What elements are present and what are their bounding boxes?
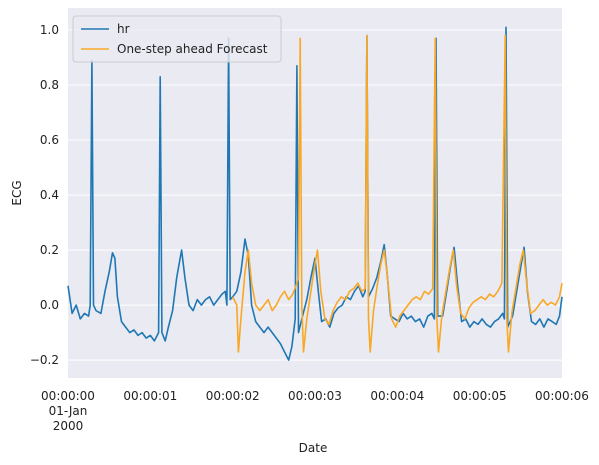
- legend-box: [72, 15, 282, 63]
- line-series: [67, 26, 563, 361]
- x-tick-label: 00:00:06: [535, 389, 589, 403]
- plot-background: [68, 8, 562, 378]
- y-tick-label: 0.2: [40, 243, 59, 257]
- x-tick-label: 00:00:05: [453, 389, 507, 403]
- x-tick-label: 00:00:04: [370, 389, 424, 403]
- y-tick-label: 0.6: [40, 133, 59, 147]
- y-tick-label: 0.4: [40, 188, 59, 202]
- line-series: [231, 34, 563, 353]
- x-tick-label: 00:00:03: [288, 389, 342, 403]
- x-tick-label: 00:00:01: [123, 389, 177, 403]
- y-tick-label: 0.0: [40, 298, 59, 312]
- legend: hr One-step ahead Forecast: [72, 15, 282, 63]
- x-tick-label: 00:00:02: [206, 389, 260, 403]
- y-axis-label: ECG: [10, 180, 24, 205]
- y-tick-label: 0.8: [40, 78, 59, 92]
- y-tick-label: 1.0: [40, 23, 59, 37]
- legend-label: hr: [117, 22, 130, 36]
- legend-label: One-step ahead Forecast: [117, 42, 268, 56]
- y-tick-label: −0.2: [30, 353, 59, 367]
- x-axis-label: Date: [299, 441, 328, 455]
- x-tick-label: 00:00:00 01-Jan 2000: [41, 389, 95, 433]
